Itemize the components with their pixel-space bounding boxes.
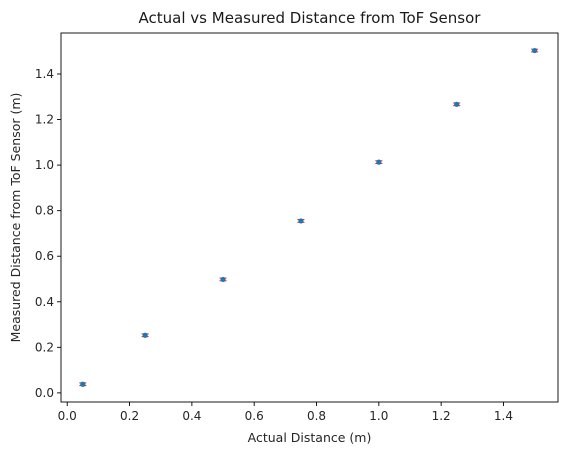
x-tick-label: 0.4 xyxy=(182,409,201,423)
plot-frame xyxy=(60,32,559,403)
x-tick-label: 0.6 xyxy=(245,409,264,423)
y-tick-label: 0.0 xyxy=(35,386,54,400)
x-tick-label: 0.2 xyxy=(120,409,139,423)
ticks: 0.0 0.2 0.4 0.6 0.8 1.0 1.2 1.4 0.0 0.2 0.4 0.6 0.8 1… xyxy=(35,67,513,423)
y-tick-label: 0.6 xyxy=(35,249,54,263)
x-tick-label: 0.0 xyxy=(58,409,77,423)
chart-title: Actual vs Measured Distance from ToF Sen… xyxy=(139,9,482,27)
point-marker xyxy=(532,47,538,54)
point-marker xyxy=(142,332,148,338)
y-tick-label: 0.2 xyxy=(35,340,54,354)
data-point xyxy=(297,218,305,224)
y-tick-label: 1.4 xyxy=(35,67,54,81)
y-tick-label: 0.8 xyxy=(35,204,54,218)
y-tick-label: 1.2 xyxy=(35,113,54,127)
x-axis-label: Actual Distance (m) xyxy=(248,430,372,445)
point-marker xyxy=(376,159,382,165)
data-points xyxy=(79,47,539,387)
x-tick-label: 0.8 xyxy=(307,409,326,423)
data-point xyxy=(79,381,87,387)
axes xyxy=(60,32,559,403)
y-tick-label: 1.0 xyxy=(35,158,54,172)
data-point xyxy=(219,276,227,283)
x-tick-label: 1.0 xyxy=(369,409,388,423)
data-point xyxy=(375,159,383,165)
point-marker xyxy=(298,218,304,224)
point-marker xyxy=(220,276,226,283)
point-marker xyxy=(80,381,86,387)
x-tick-label: 1.4 xyxy=(494,409,513,423)
point-marker xyxy=(454,101,460,107)
data-point xyxy=(141,332,149,338)
y-axis-label: Measured Distance from ToF Sensor (m) xyxy=(8,93,23,343)
data-point xyxy=(531,47,539,54)
data-point xyxy=(453,101,461,107)
y-tick-label: 0.4 xyxy=(35,295,54,309)
x-tick-label: 1.2 xyxy=(432,409,451,423)
